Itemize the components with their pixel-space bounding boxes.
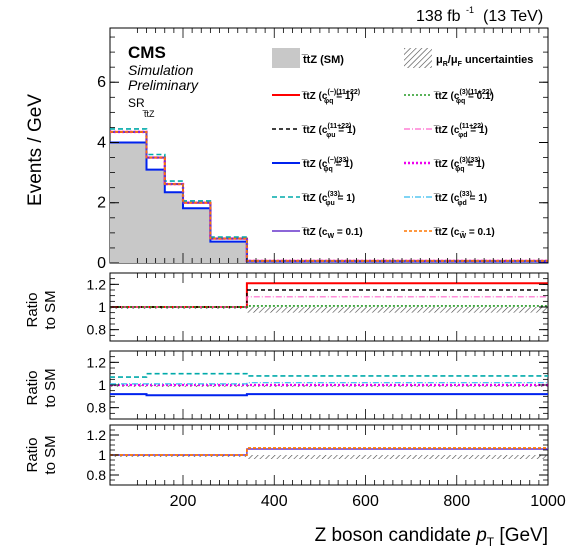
energy-label: (13 TeV) (483, 8, 543, 25)
ytick-label: 1 (98, 377, 106, 393)
legend-entry-label: t̅tZ (c(−)(33) φq = 1) (302, 157, 353, 173)
legend-entry-label: t̅tZ (c(33) φd = 1) (434, 191, 487, 207)
legend-unc-swatch (404, 48, 432, 68)
simulation-text: Simulation (128, 62, 194, 78)
uncertainty-band (246, 307, 548, 313)
legend-entry-label: t̅tZ (c(−)(11+22) φq = 1) (302, 89, 360, 105)
ratio2-ylabel: Ratio to SM (24, 368, 59, 407)
ytick-label: 1.2 (87, 427, 107, 443)
legend-rows: t̅tZ (c(−)(11+22) φq = 1) t̅tZ (c(3)(11+22… (272, 89, 495, 240)
ytick-label: 1.2 (87, 354, 107, 370)
header: 138 fb -1 (13 TeV) (416, 5, 543, 25)
series-line-0-10 (110, 131, 548, 262)
legend-entry-label: t̅tZ (c(11+22) φd = 1) (434, 123, 488, 139)
legend-entry-label: t̅tZ (c(33) φu = 1) (302, 191, 355, 207)
lumi-exponent: -1 (466, 5, 474, 15)
region-label: SR (128, 96, 145, 110)
legend-entry-label: t̅tZ (c(11+22) φu = 1) (302, 123, 356, 139)
ratio3-plot (110, 447, 548, 459)
xtick-label: 1000 (530, 493, 566, 510)
series-line-3-1 (110, 447, 548, 456)
series-line-1-3 (110, 305, 548, 308)
region-sublabel: t̅tZ (142, 109, 155, 119)
svg-text:Ratio: Ratio (24, 292, 41, 327)
ratio3-ylabel: Ratio to SM (24, 435, 59, 474)
main-ylabel: Events / GeV (25, 94, 46, 206)
uncertainty-band (110, 455, 247, 457)
ytick-label: 6 (97, 74, 106, 91)
ytick-label: 1 (98, 447, 106, 463)
series-line-3-0 (110, 448, 548, 456)
ratio1-plot (110, 282, 548, 313)
series-line-2-3 (110, 393, 548, 397)
series-line-2-2 (110, 382, 548, 385)
preliminary-text: Preliminary (128, 77, 199, 93)
svg-text:Ratio: Ratio (24, 370, 41, 405)
legend-entry-label: t̅tZ (cW̃ = 0.1) (434, 226, 495, 240)
legend-unc-label: μR/μF uncertainties (436, 54, 533, 68)
legend-entry-label: t̅tZ (c(3)(11+22) φq = 0.1) (434, 89, 494, 105)
ytick-label: 0.8 (87, 467, 107, 483)
ytick-label: 1.2 (87, 276, 107, 292)
xtick-label: 400 (261, 493, 288, 510)
x-axis-label: Z boson candidate pT [GeV] (315, 525, 548, 549)
series-line-2-0 (110, 372, 548, 378)
series-line-1-0 (110, 282, 548, 308)
legend-entry-label: t̅tZ (cW = 0.1) (302, 226, 363, 240)
xtick-label: 200 (170, 493, 197, 510)
axes: 0 2 4 6 0.8 1 1.2 0.8 1 1.2 0.8 1 1.2 200 400 600 800 100… (87, 28, 566, 510)
svg-text:to SM: to SM (42, 290, 59, 329)
sm-histogram (110, 142, 548, 263)
ytick-label: 0.8 (87, 400, 107, 416)
xtick-label: 600 (352, 493, 379, 510)
main-plot (110, 128, 548, 263)
cms-text: CMS (128, 43, 166, 62)
xtick-label: 800 (443, 493, 470, 510)
ytick-label: 2 (97, 195, 106, 212)
legend-entry-label: t̅tZ (c(3)(33) φq = 1) (434, 157, 485, 173)
ytick-label: 1 (98, 299, 106, 315)
ytick-label: 0.8 (87, 322, 107, 338)
svg-text:to SM: to SM (42, 435, 59, 474)
cms-label: CMS Simulation Preliminary SR t̅tZ (128, 43, 199, 119)
svg-text:Ratio: Ratio (24, 437, 41, 472)
lumi-label: 138 fb (416, 8, 461, 25)
ratio2-plot (110, 372, 548, 397)
legend-sm-swatch (272, 48, 300, 68)
ratio1-ylabel: Ratio to SM (24, 290, 59, 329)
legend-sm-label: t̅tZ (SM) (301, 54, 344, 66)
legend: t̅tZ (SM) μR/μF uncertainties t̅tZ (c(−)… (272, 48, 533, 240)
ytick-label: 4 (97, 134, 106, 151)
svg-text:to SM: to SM (42, 368, 59, 407)
ytick-label: 0 (97, 255, 106, 272)
series-line-1-1 (110, 289, 548, 308)
uncertainty-band (246, 455, 548, 459)
uncertainty-band (110, 385, 548, 387)
